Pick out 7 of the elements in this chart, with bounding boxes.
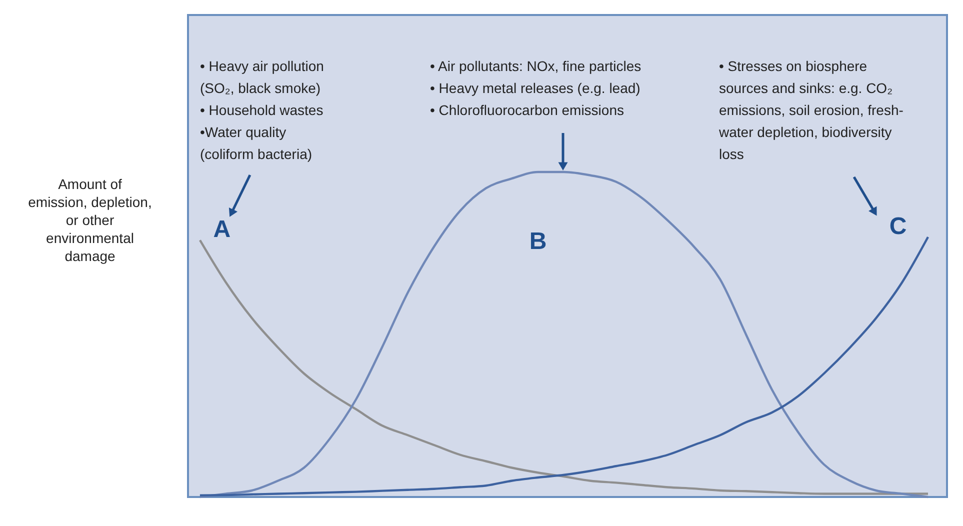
text: B [529,228,547,255]
series-label: A [213,216,231,244]
y-axis-title: Amount of emission, depletion, or other environmental damage [28,176,152,264]
text: • Heavy air pollution (SO₂, black smoke) • Household wastes •Water quality (coliform bacteria) [200,58,324,162]
text: • Stresses on biosphere sources and sinks: e.g. CO₂ emissions, soil erosion, fresh- water depletion, biodiversity loss [718,58,904,162]
series-label: C [889,212,907,240]
text: • Air pollutants: NOx, fine particles • Heavy metal releases (e.g. lead) • Chlorofluorocarbon emissions [430,58,642,118]
